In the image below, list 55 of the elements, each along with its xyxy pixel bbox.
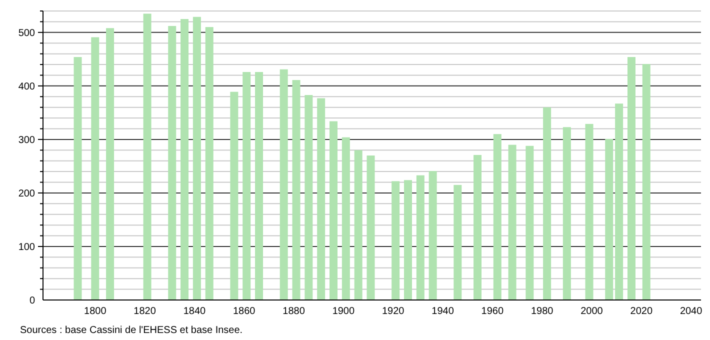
x-tick-label: 1840 [183, 306, 206, 317]
bar [366, 156, 375, 300]
x-tick-label: 1800 [84, 306, 107, 317]
y-tick-label: 100 [18, 242, 36, 253]
bar [280, 69, 288, 300]
bar [642, 64, 650, 300]
bar [143, 14, 152, 300]
y-tick-label: 400 [18, 81, 36, 92]
bar [330, 121, 338, 300]
bar [354, 150, 362, 300]
bar [292, 80, 300, 300]
source-note: Sources : base Cassini de l'EHESS et base Insee. [20, 325, 243, 336]
y-tick-label: 200 [18, 188, 36, 200]
bar [627, 57, 636, 300]
x-tick-label: 1920 [382, 306, 405, 317]
bar [304, 95, 313, 300]
bar [585, 124, 594, 300]
bar [342, 137, 350, 300]
y-tick-label: 300 [18, 134, 36, 146]
x-tick-label: 1940 [432, 306, 454, 317]
x-tick-label: 2040 [680, 306, 703, 317]
x-tick-label: 2000 [580, 306, 604, 317]
bar [543, 107, 552, 300]
bar [416, 175, 424, 300]
bar [428, 171, 437, 300]
bar [404, 180, 412, 300]
bar [454, 184, 462, 300]
y-tick-label: 500 [18, 28, 36, 39]
bar [605, 138, 614, 300]
bar [74, 57, 82, 300]
x-tick-label: 1820 [134, 306, 156, 317]
x-tick-label: 1880 [282, 306, 306, 317]
x-tick-label: 1860 [233, 306, 256, 317]
bar [526, 146, 534, 300]
x-tick-label: 1900 [332, 306, 356, 317]
bar [493, 134, 502, 300]
bar [242, 72, 251, 300]
bar [615, 104, 624, 300]
bar [180, 19, 189, 300]
x-tick-label: 2020 [630, 306, 653, 317]
bar [106, 28, 114, 300]
x-tick-label: 1980 [530, 306, 554, 317]
bar [508, 144, 516, 300]
bar [205, 27, 214, 300]
bar [168, 26, 176, 300]
bar [192, 16, 201, 300]
y-tick-label: 0 [29, 296, 36, 306]
bar [317, 98, 326, 300]
bar [392, 181, 400, 300]
bar [230, 92, 238, 300]
bar [474, 154, 482, 300]
bar [91, 37, 100, 300]
x-tick-label: 1960 [481, 306, 504, 317]
bar [562, 127, 571, 300]
bar [255, 72, 264, 300]
